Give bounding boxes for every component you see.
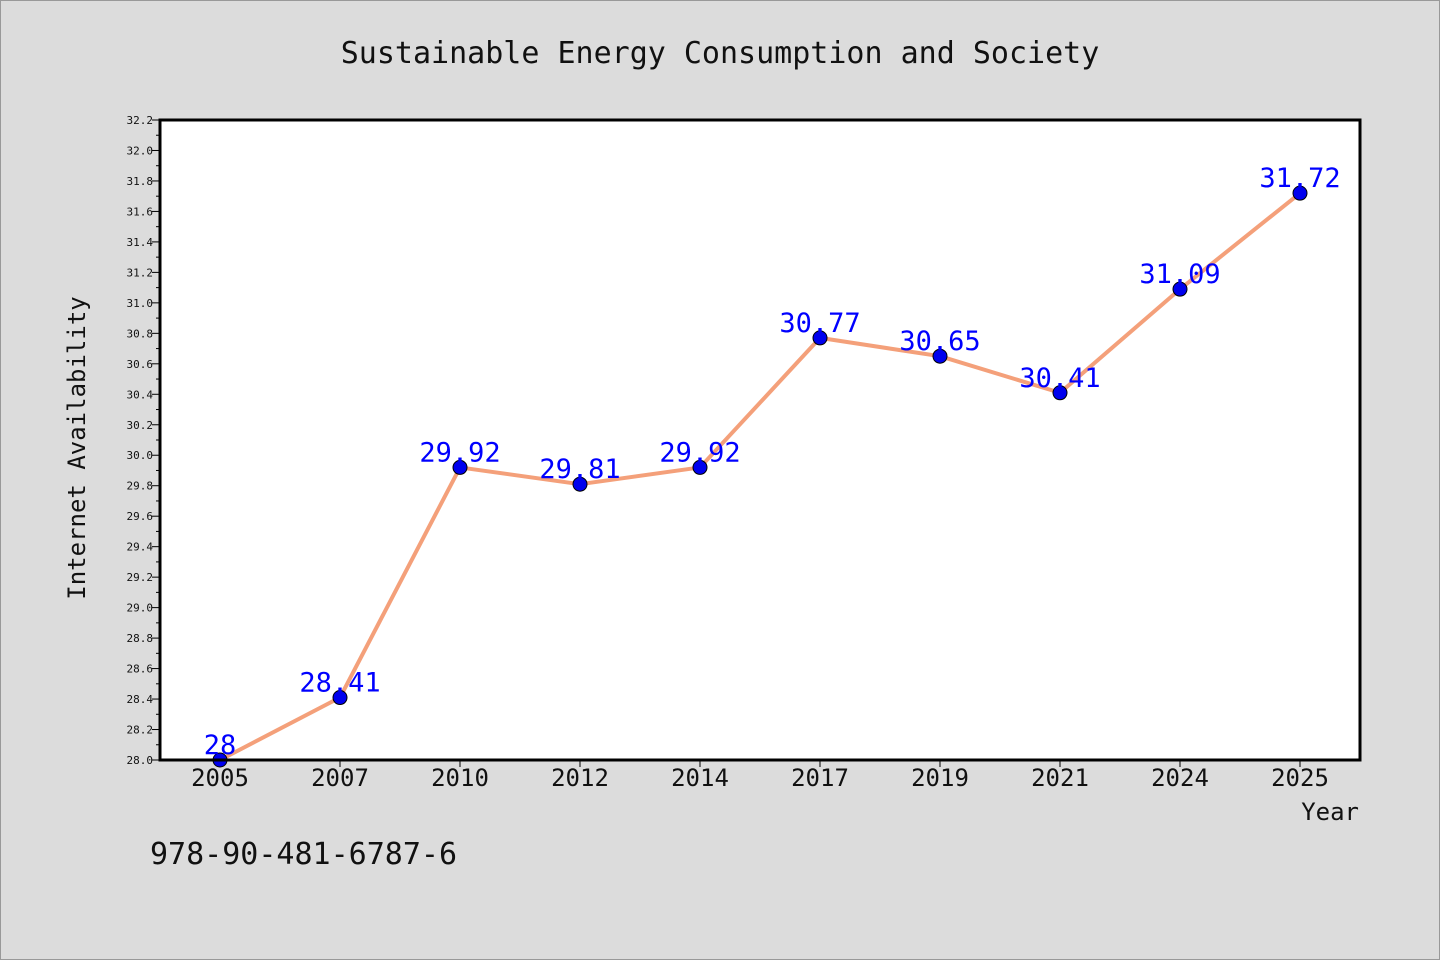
x-tick-label: 2017 [791,764,849,792]
data-label: 31.72 [1259,163,1340,194]
y-tick-label: 30.2 [127,419,154,432]
data-label: 30.41 [1019,363,1100,394]
y-tick-label: 31.8 [127,175,154,188]
x-tick-label: 2012 [551,764,609,792]
data-label: 30.65 [899,326,980,357]
data-label: 30.77 [779,308,860,339]
y-tick-label: 30.8 [127,327,154,340]
data-point [332,690,348,706]
data-label: 29.92 [659,437,740,468]
y-tick-label: 28.0 [127,754,154,767]
data-point [1172,281,1188,297]
y-tick-label: 28.6 [127,663,154,676]
y-tick-label: 28.8 [127,632,154,645]
data-point [1292,185,1308,201]
x-tick-label: 2025 [1271,764,1329,792]
plot-frame [158,118,1362,762]
data-point [1052,385,1068,401]
data-label: 28.41 [299,668,380,699]
y-tick-label: 29.2 [127,571,154,584]
x-tick-label: 2005 [191,764,249,792]
y-tick-label: 32.0 [127,144,154,157]
y-tick-label: 29.6 [127,510,154,523]
x-tick-label: 2010 [431,764,489,792]
x-tick-label: 2014 [671,764,729,792]
data-point [572,476,588,492]
y-tick-label: 30.0 [127,449,154,462]
x-tick-label: 2007 [311,764,369,792]
chart-title: Sustainable Energy Consumption and Socie… [341,36,1100,71]
y-tick-label: 29.4 [127,541,154,554]
x-tick-label: 2019 [911,764,969,792]
y-axis-label: Internet Availability [63,296,91,599]
data-point [932,348,948,364]
y-tick-label: 30.6 [127,358,154,371]
y-axis: 28.0 28.2 28.4 28.6 28.8 29.0 29.2 29.4 29.6 29.8… [127,114,160,767]
y-tick-label: 28.2 [127,724,154,737]
y-tick-label: 31.6 [127,205,154,218]
y-tick-label: 31.0 [127,297,154,310]
isbn-text: 978-90-481-6787-6 [150,837,457,872]
y-tick-label: 31.4 [127,236,154,249]
plot-area [160,120,1360,760]
y-tick-label: 29.0 [127,602,154,615]
data-point [812,330,828,346]
y-tick-label: 30.4 [127,388,154,401]
data-point [692,459,708,475]
data-label: 31.09 [1139,259,1220,290]
data-label: 28 [204,730,237,761]
data-markers [212,185,1308,768]
y-tick-label: 31.2 [127,266,154,279]
y-tick-label: 28.4 [127,693,154,706]
x-axis: 2005 2007 2010 2012 2014 2017 2019 2021 2024 2025 [191,760,1329,792]
data-point [452,459,468,475]
data-label: 29.92 [419,437,500,468]
data-label: 29.81 [539,454,620,485]
x-tick-label: 2024 [1151,764,1209,792]
x-axis-label: Year [1301,798,1359,826]
data-labels: 28 28.41 29.92 29.81 29.92 30.77 30.65 30.41 31.… [204,163,1341,761]
x-tick-label: 2021 [1031,764,1089,792]
y-tick-label: 32.2 [127,114,154,127]
series-line [219,191,1302,762]
y-tick-label: 29.8 [127,480,154,493]
